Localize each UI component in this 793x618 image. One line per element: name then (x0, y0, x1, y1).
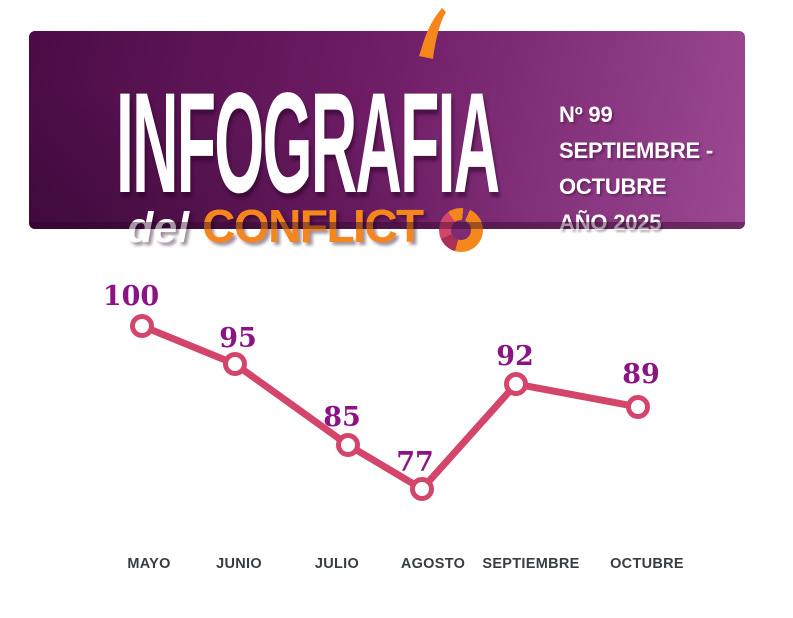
data-point-marker-octubre (626, 395, 650, 419)
trend-line (138, 322, 642, 493)
masthead-subtitle: del CONFLICT (127, 199, 483, 253)
value-label-octubre: 89 (622, 359, 660, 390)
data-point-marker-julio (336, 433, 360, 457)
i-acute-flame-accent-icon (419, 8, 446, 59)
value-label-junio: 95 (219, 323, 257, 354)
month-label-julio: JULIO (315, 556, 359, 572)
value-label-julio: 85 (323, 402, 361, 433)
subtitle-del-label: del (127, 204, 190, 252)
data-point-marker-junio (223, 352, 247, 376)
donut-o-icon (438, 208, 483, 252)
issue-number: Nº 99 (559, 102, 613, 127)
issue-month-line1: SEPTIEMBRE - (559, 138, 714, 163)
issue-month-line2: OCTUBRE (559, 174, 667, 199)
data-point-marker-septiembre (504, 372, 528, 396)
data-point-marker-mayo (130, 314, 154, 338)
masthead-title: INFOGRAFIA (116, 64, 500, 223)
data-point-marker-agosto (410, 477, 434, 501)
trend-chart: 100 MAYO 95 JUNIO 85 JULIO 77 AGOSTO 92 SEPTIEMBR… (103, 281, 684, 572)
issue-info: Nº 99 SEPTIEMBRE - OCTUBRE AÑO 2025 (559, 97, 713, 241)
header-banner: INFOGRAFIA del CONFLICT Nº 99 SEPTIEMBRE… (29, 31, 745, 252)
month-label-mayo: MAYO (127, 556, 170, 572)
month-label-agosto: AGOSTO (401, 556, 465, 572)
value-label-mayo: 100 (103, 281, 159, 312)
value-label-agosto: 77 (396, 447, 434, 478)
month-label-septiembre: SEPTIEMBRE (482, 556, 579, 572)
subtitle-conflicto-label: CONFLICT (202, 200, 424, 252)
month-label-octubre: OCTUBRE (610, 556, 684, 572)
issue-year: AÑO 2025 (559, 210, 662, 235)
month-label-junio: JUNIO (216, 556, 262, 572)
value-label-septiembre: 92 (496, 341, 534, 372)
